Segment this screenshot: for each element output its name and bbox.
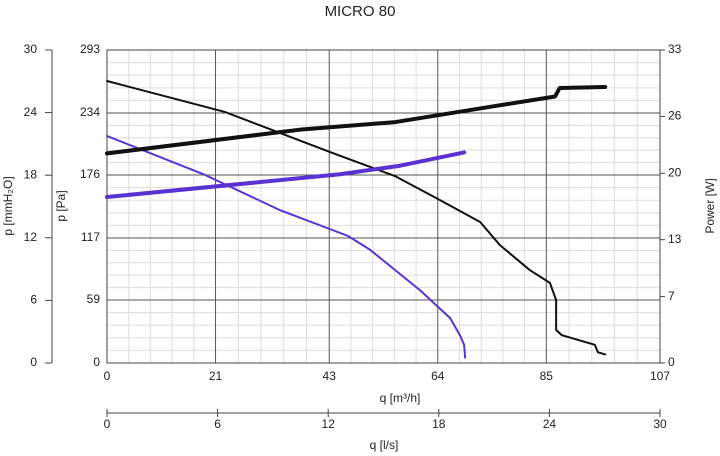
x2-axis-label: q [l/s] xyxy=(370,438,399,452)
x-axis-label: q [m³/h] xyxy=(380,391,421,405)
y3-tick-label: 12 xyxy=(24,230,38,244)
x2-tick-label: 6 xyxy=(214,417,221,431)
x2-tick-label: 30 xyxy=(653,417,667,431)
y2-tick-label: 7 xyxy=(668,289,675,303)
x-tick-label: 21 xyxy=(209,369,223,383)
y3-axis-label: p [mmH₂O] xyxy=(1,176,15,235)
chart-title: MICRO 80 xyxy=(325,3,396,20)
y3-tick-label: 0 xyxy=(30,355,37,369)
plot-frame xyxy=(106,49,661,364)
y2-tick-label: 20 xyxy=(668,165,682,179)
y-axis-label: p [Pa] xyxy=(54,190,68,221)
y3-tick-label: 30 xyxy=(24,42,38,56)
x2-tick-label: 18 xyxy=(432,417,446,431)
y2-tick-label: 33 xyxy=(668,42,682,56)
y-tick-label: 117 xyxy=(81,230,100,244)
x2-tick-label: 24 xyxy=(543,417,557,431)
pressure-curve xyxy=(106,134,467,359)
x2-tick-label: 0 xyxy=(104,417,111,431)
y3-tick-label: 6 xyxy=(30,293,37,307)
y2-tick-label: 13 xyxy=(668,232,682,246)
x-tick-label: 64 xyxy=(431,369,445,383)
y-tick-label: 0 xyxy=(93,355,100,369)
x-tick-label: 43 xyxy=(323,369,337,383)
y2-tick-label: 0 xyxy=(668,355,675,369)
y3-tick-label: 24 xyxy=(24,105,38,119)
y-tick-label: 293 xyxy=(80,42,100,56)
power-curve xyxy=(105,150,467,200)
y-tick-label: 176 xyxy=(80,167,100,181)
power-curve xyxy=(105,84,608,156)
y-tick-label: 234 xyxy=(80,105,100,119)
pressure-curve xyxy=(106,79,607,356)
y-tick-label: 59 xyxy=(87,292,101,306)
x2-tick-label: 12 xyxy=(322,417,336,431)
y2-tick-label: 26 xyxy=(668,109,682,123)
x-tick-label: 107 xyxy=(650,369,670,383)
x-tick-label: 0 xyxy=(104,369,111,383)
y3-tick-label: 18 xyxy=(24,167,38,181)
x-tick-label: 85 xyxy=(540,369,554,383)
y2-axis-label: Power [W] xyxy=(703,178,717,233)
